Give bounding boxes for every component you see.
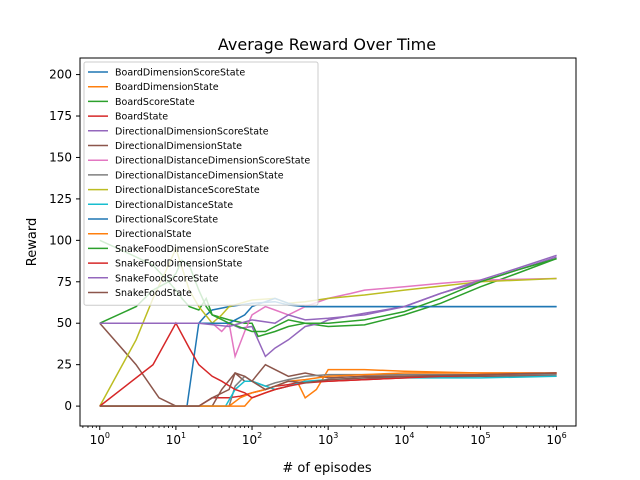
series-line-15 <box>99 372 557 407</box>
y-tick-label: 75 <box>57 275 72 289</box>
y-axis-label: Reward <box>25 218 40 266</box>
x-tick-label: 101 <box>166 431 186 447</box>
legend-entry: BoardDimensionScoreState <box>115 68 245 79</box>
legend-entry: SnakeFoodScoreState <box>115 273 219 284</box>
y-tick-label: 200 <box>49 68 72 82</box>
series-line-13 <box>99 321 557 407</box>
legend-entry: DirectionalDistanceState <box>115 200 233 211</box>
legend-box <box>83 61 319 306</box>
x-tick-label: 103 <box>318 431 338 447</box>
y-tick-label: 125 <box>49 192 72 206</box>
legend: BoardDimensionScoreState BoardDimensionSt… <box>83 61 319 306</box>
y-tick-label: 100 <box>49 233 72 247</box>
legend-entry: DirectionalState <box>115 229 192 240</box>
y-tick-label: 175 <box>49 109 72 123</box>
y-tick-label: 50 <box>57 316 72 330</box>
y-tick-label: 150 <box>49 150 72 164</box>
x-tick-label: 104 <box>394 431 414 447</box>
legend-entry: DirectionalDistanceDimensionScoreState <box>115 156 310 167</box>
x-tick-label: 106 <box>546 431 566 447</box>
y-tick-label: 0 <box>64 399 72 413</box>
legend-entry: DirectionalDimensionState <box>115 141 242 152</box>
legend-entry: DirectionalDistanceDimensionState <box>115 170 284 181</box>
legend-entry: SnakeFoodState <box>115 288 192 299</box>
chart-title: Average Reward Over Time <box>218 35 436 54</box>
x-tick-label: 105 <box>470 431 490 447</box>
legend-entry: SnakeFoodDimensionScoreState <box>115 244 269 255</box>
series-line-14 <box>99 254 557 328</box>
legend-entry: DirectionalDimensionScoreState <box>115 126 269 137</box>
series-line-5 <box>99 322 557 407</box>
x-axis: 100 101 102 103 104 105 106 <box>82 426 567 447</box>
legend-entry: DirectionalScoreState <box>115 215 218 226</box>
x-tick-label: 102 <box>242 431 262 447</box>
legend-entry: DirectionalDistanceScoreState <box>115 185 260 196</box>
y-tick-label: 25 <box>57 358 72 372</box>
legend-entry: BoardScoreState <box>115 97 195 108</box>
legend-entry: SnakeFoodDimensionState <box>115 259 242 270</box>
y-axis: 0 25 50 75 100 125 150 175 200 <box>49 68 80 413</box>
legend-entry: BoardDimensionState <box>115 82 219 93</box>
x-tick-label: 100 <box>90 431 110 447</box>
legend-entry: BoardState <box>115 112 168 123</box>
x-axis-label: # of episodes <box>282 461 372 476</box>
